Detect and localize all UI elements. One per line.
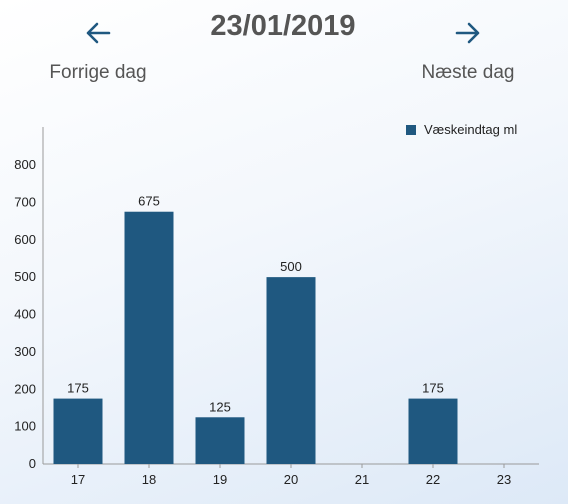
y-tick-label: 500 [14,269,36,284]
y-tick-label: 100 [14,419,36,434]
chart-legend: Væskeindtag ml [406,122,517,137]
x-tick-label: 21 [355,472,369,487]
legend-swatch [406,124,416,135]
x-tick-label: 23 [497,472,511,487]
arrow-left-icon [86,22,111,44]
y-tick-label: 300 [14,344,36,359]
y-tick-label: 400 [14,307,36,322]
bar-chart: 0 100 200 300 400 500 600 700 800 175 17 675 18 125 19… [14,127,539,487]
bar [124,211,174,464]
next-day-label: Næste dag [421,62,515,83]
y-tick-label: 800 [14,157,36,172]
bar [408,398,458,464]
y-tick-label: 600 [14,232,36,247]
next-day-button[interactable]: Næste dag [388,14,548,88]
x-tick-label: 17 [71,472,85,487]
data-label: 175 [422,381,444,396]
bar [195,417,245,464]
legend-label: Væskeindtag ml [424,122,518,137]
y-tick-label: 0 [29,456,36,471]
data-label: 175 [67,381,89,396]
data-label: 125 [209,399,231,414]
y-tick-label: 700 [14,194,36,209]
previous-day-button[interactable]: Forrige dag [18,14,178,88]
previous-day-label: Forrige dag [49,62,147,83]
bar [53,398,103,464]
x-tick-label: 18 [142,472,156,487]
x-tick-label: 22 [426,472,440,487]
x-tick-label: 19 [213,472,227,487]
data-label: 675 [138,194,160,209]
data-label: 500 [280,259,302,274]
arrow-right-icon [455,22,480,44]
x-tick-label: 20 [284,472,298,487]
bar [266,277,316,464]
y-tick-label: 200 [14,381,36,396]
